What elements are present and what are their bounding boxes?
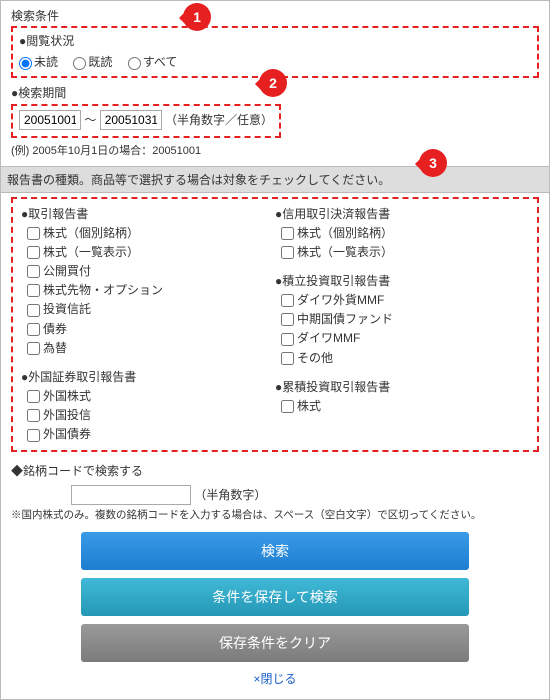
radio-read[interactable] bbox=[73, 57, 86, 70]
radio-all[interactable] bbox=[128, 57, 141, 70]
foreign-securities-checkbox-0[interactable] bbox=[27, 390, 40, 403]
installment-checkbox-3[interactable] bbox=[281, 352, 294, 365]
margin-settlement-checkbox-0[interactable] bbox=[281, 227, 294, 240]
foreign-securities-label-0: 外国株式 bbox=[43, 389, 91, 403]
installment-label-3: その他 bbox=[297, 351, 333, 365]
trade-report-label-6: 為替 bbox=[43, 341, 67, 355]
stock-code-input[interactable] bbox=[71, 485, 191, 505]
trade-report-label-4: 投資信託 bbox=[43, 302, 91, 316]
radio-unread-label[interactable]: 未読 bbox=[19, 55, 58, 69]
close-link[interactable]: ×閉じる bbox=[253, 672, 296, 686]
accumulated-item-0[interactable]: 株式 bbox=[275, 397, 529, 416]
installment-label-0: ダイワ外貨MMF bbox=[297, 293, 384, 307]
foreign-securities-item-0[interactable]: 外国株式 bbox=[21, 387, 275, 406]
period-example: (例) 2005年10月1日の場合：20051001 bbox=[11, 142, 539, 158]
clear-conditions-button[interactable]: 保存条件をクリア bbox=[81, 624, 469, 662]
foreign-securities-label-1: 外国投信 bbox=[43, 408, 91, 422]
code-search-note: ※国内株式のみ。複数の銘柄コードを入力する場合は、スペース（空白文字）で区切って… bbox=[11, 507, 539, 522]
button-group: 検索 条件を保存して検索 保存条件をクリア bbox=[11, 532, 539, 662]
viewing-status-label: ●閲覧状況 bbox=[19, 32, 531, 51]
period-section: ～ （半角数字／任意） bbox=[11, 104, 281, 138]
trade-report-item-4[interactable]: 投資信託 bbox=[21, 300, 275, 319]
foreign-securities-item-1[interactable]: 外国投信 bbox=[21, 406, 275, 425]
trade-report-checkbox-0[interactable] bbox=[27, 227, 40, 240]
installment-item-0[interactable]: ダイワ外貨MMF bbox=[275, 291, 529, 310]
foreign-securities-label-2: 外国債券 bbox=[43, 427, 91, 441]
margin-settlement-label-0: 株式（個別銘柄） bbox=[297, 226, 393, 240]
date-to-input[interactable] bbox=[100, 110, 162, 130]
report-search-form: 1 2 3 検索条件 ●閲覧状況 未読 既読 すべて ●検索期間 ～ （半角数字… bbox=[0, 0, 550, 700]
trade-report-item-5[interactable]: 債券 bbox=[21, 320, 275, 339]
margin-settlement-label-1: 株式（一覧表示） bbox=[297, 245, 393, 259]
right-column: ●信用取引決済報告書 株式（個別銘柄） 株式（一覧表示） ●積立投資取引報告書 ダ… bbox=[275, 205, 529, 445]
trade-report-label-5: 債券 bbox=[43, 322, 67, 336]
installment-label-1: 中期国債ファンド bbox=[297, 312, 393, 326]
callout-1: 1 bbox=[183, 3, 211, 31]
report-types-section: ●取引報告書 株式（個別銘柄） 株式（一覧表示） 公開買付株式先物・オプション投資信… bbox=[11, 197, 539, 453]
trade-report-checkbox-6[interactable] bbox=[27, 342, 40, 355]
trade-report-item-3[interactable]: 株式先物・オプション bbox=[21, 281, 275, 300]
date-separator: ～ bbox=[84, 113, 99, 127]
trade-report-checkbox-5[interactable] bbox=[27, 323, 40, 336]
code-search-title: ◆銘柄コードで検索する bbox=[11, 462, 539, 481]
close-link-wrap: ×閉じる bbox=[11, 670, 539, 687]
callout-3: 3 bbox=[419, 149, 447, 177]
installment-checkbox-1[interactable] bbox=[281, 313, 294, 326]
trade-report-checkbox-2[interactable] bbox=[27, 265, 40, 278]
installment-label-2: ダイワMMF bbox=[297, 331, 360, 345]
trade-report-checkbox-3[interactable] bbox=[27, 284, 40, 297]
callout-2: 2 bbox=[259, 69, 287, 97]
trade-report-item-0[interactable]: 株式（個別銘柄） bbox=[21, 224, 275, 243]
code-search-section: ◆銘柄コードで検索する （半角数字） ※国内株式のみ。複数の銘柄コードを入力する… bbox=[11, 462, 539, 521]
radio-all-label[interactable]: すべて bbox=[128, 55, 178, 69]
accumulated-label-0: 株式 bbox=[297, 399, 321, 413]
trade-report-item-1[interactable]: 株式（一覧表示） bbox=[21, 243, 275, 262]
group-foreign-securities: ●外国証券取引報告書 bbox=[21, 368, 275, 385]
margin-settlement-checkbox-1[interactable] bbox=[281, 246, 294, 259]
group-trade-report: ●取引報告書 bbox=[21, 205, 275, 222]
foreign-securities-checkbox-2[interactable] bbox=[27, 429, 40, 442]
foreign-securities-item-2[interactable]: 外国債券 bbox=[21, 425, 275, 444]
margin-settlement-item-0[interactable]: 株式（個別銘柄） bbox=[275, 224, 529, 243]
trade-report-checkbox-1[interactable] bbox=[27, 246, 40, 259]
margin-settlement-item-1[interactable]: 株式（一覧表示） bbox=[275, 243, 529, 262]
trade-report-item-2[interactable]: 公開買付 bbox=[21, 262, 275, 281]
radio-unread[interactable] bbox=[19, 57, 32, 70]
trade-report-label-1: 株式（一覧表示） bbox=[43, 245, 139, 259]
installment-checkbox-2[interactable] bbox=[281, 333, 294, 346]
date-from-input[interactable] bbox=[19, 110, 81, 130]
code-search-suffix: （半角数字） bbox=[194, 488, 266, 502]
radio-read-label[interactable]: 既読 bbox=[73, 55, 112, 69]
installment-item-2[interactable]: ダイワMMF bbox=[275, 329, 529, 348]
accumulated-checkbox-0[interactable] bbox=[281, 400, 294, 413]
group-accumulated-investment: ●累積投資取引報告書 bbox=[275, 378, 529, 395]
trade-report-label-0: 株式（個別銘柄） bbox=[43, 226, 139, 240]
foreign-securities-checkbox-1[interactable] bbox=[27, 409, 40, 422]
group-margin-settlement: ●信用取引決済報告書 bbox=[275, 205, 529, 222]
save-and-search-button[interactable]: 条件を保存して検索 bbox=[81, 578, 469, 616]
left-column: ●取引報告書 株式（個別銘柄） 株式（一覧表示） 公開買付株式先物・オプション投資信… bbox=[21, 205, 275, 445]
installment-item-3[interactable]: その他 bbox=[275, 349, 529, 368]
trade-report-label-2: 公開買付 bbox=[43, 264, 91, 278]
trade-report-label-3: 株式先物・オプション bbox=[43, 283, 163, 297]
search-button[interactable]: 検索 bbox=[81, 532, 469, 570]
period-hint: （半角数字／任意） bbox=[165, 113, 273, 127]
installment-item-1[interactable]: 中期国債ファンド bbox=[275, 310, 529, 329]
trade-report-checkbox-4[interactable] bbox=[27, 304, 40, 317]
group-installment-investment: ●積立投資取引報告書 bbox=[275, 272, 529, 289]
installment-checkbox-0[interactable] bbox=[281, 294, 294, 307]
report-type-instruction: 報告書の種類。商品等で選択する場合は対象をチェックしてください。 bbox=[1, 166, 549, 193]
trade-report-item-6[interactable]: 為替 bbox=[21, 339, 275, 358]
search-conditions-title: 検索条件 bbox=[11, 7, 539, 26]
